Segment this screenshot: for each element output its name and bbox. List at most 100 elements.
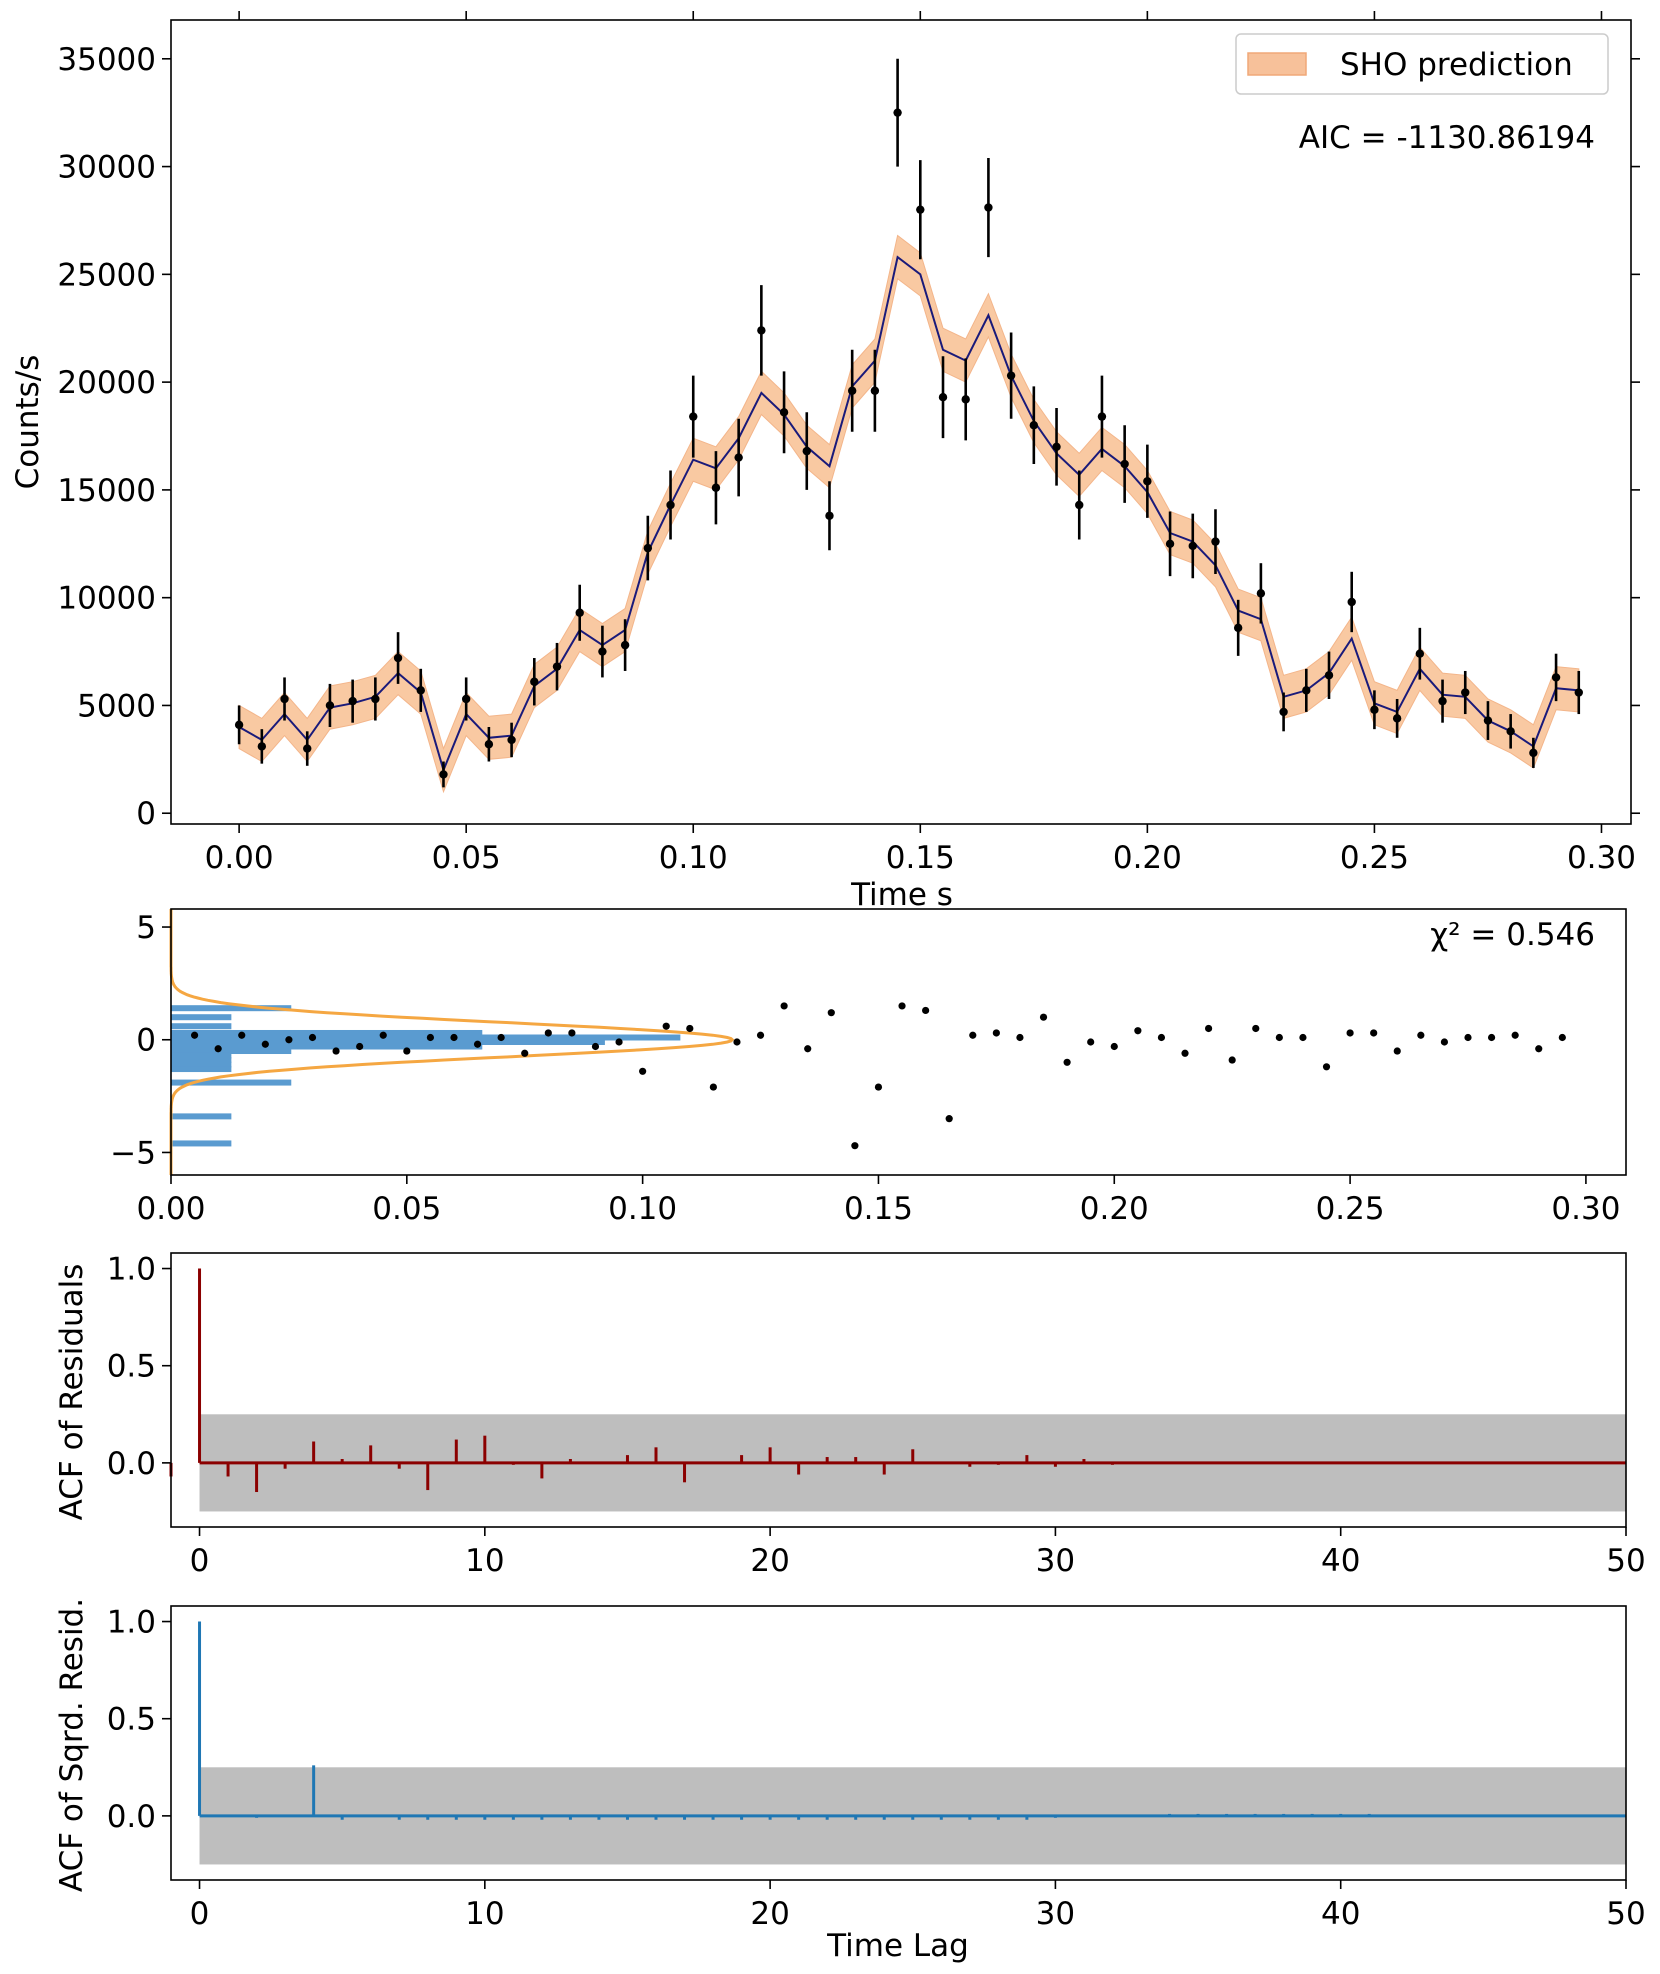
acf-squared-x-tick-label: 50 [1606,1896,1645,1932]
residual-point [379,1031,387,1039]
acf-squared-panel: 0 10 20 30 40 50 0.0 0.5 1.0 ACF of Sqrd. Resid… [54,1598,1646,1964]
acf-residuals-x-tick-label: 10 [465,1543,504,1579]
data-point [825,511,834,520]
aic-annotation: AIC = -1130.86194 [1299,120,1595,156]
light-curve-frame [170,19,1632,825]
data-point [1483,716,1493,725]
light-curve-x-tick-label: 0.10 [659,840,728,876]
data-point [1006,371,1016,380]
light-curve-y-tick-label: 10000 [57,581,156,617]
light-curve-x-tick-label: 0.25 [1340,840,1409,876]
residual-point [992,1029,1000,1037]
data-point [666,500,675,510]
data-point [303,744,312,753]
residual-point [1275,1033,1283,1042]
acf-residuals-x-tick-label: 50 [1606,1543,1645,1579]
data-point [1029,421,1039,430]
residual-point [662,1022,670,1030]
data-point [484,740,494,749]
histogram-bar [171,1043,483,1050]
residual-point [1157,1033,1166,1042]
acf-squared-frame [170,1605,1627,1881]
legend-label: SHO prediction [1340,47,1573,83]
residual-point [1110,1042,1118,1051]
residual-point [874,1083,883,1091]
residual-point [1558,1033,1566,1042]
acf-residuals-y-tick-label: 0.5 [107,1349,156,1385]
residual-point [1087,1038,1095,1046]
acf-squared-x-label: Time Lag [826,1928,969,1964]
residual-point [1346,1029,1354,1037]
light-curve-x-tick-label: 0.00 [205,840,274,876]
acf-squared-y-tick-label: 0.5 [107,1702,156,1738]
data-point [1506,727,1515,736]
residual-point [1039,1013,1048,1021]
residuals-y-tick-label: 0 [136,1023,156,1059]
data-point [416,686,425,695]
residual-point [1252,1024,1260,1033]
data-point [1165,539,1175,548]
legend-box [1235,33,1609,95]
histogram-bar [171,1079,292,1086]
residual-point [922,1006,930,1015]
data-point [1075,500,1084,510]
data-point [802,446,811,456]
residual-point [686,1024,694,1033]
acf-residuals-x-tick-label: 0 [190,1543,210,1579]
data-point [371,694,380,704]
residual-point [1134,1027,1142,1035]
residual-point [733,1038,741,1046]
acf-squared-y-label: ACF of Sqrd. Resid. [54,1598,90,1892]
sho-model-curve [238,255,1579,774]
residual-point [497,1033,505,1042]
residuals-x-tick-label: 0.00 [136,1191,205,1227]
acf-residuals-y-tick-label: 1.0 [107,1252,156,1288]
residuals-panel: 0.00 0.05 0.10 0.15 0.20 0.25 0.30 −5 0 5 χ² = 0… [110,908,1627,1227]
residual-point [1016,1033,1024,1042]
data-point [1188,541,1197,551]
light-curve-x-tick-label: 0.30 [1567,840,1636,876]
residual-point [521,1049,529,1057]
light-curve-panel: 0.00 0.05 0.10 0.15 0.20 0.25 0.30 0 5000 10000 1… [10,11,1640,913]
histogram-bar [171,1029,483,1036]
data-point [348,696,357,706]
acf-residuals-y-tick-label: 0.0 [107,1446,156,1482]
residual-point [1511,1031,1519,1039]
residual-point [214,1045,222,1053]
residual-point [261,1040,269,1048]
acf-squared-y-ticks: 0.0 0.5 1.0 [107,1605,171,1835]
residual-point [804,1045,812,1053]
residuals-y-tick-label: 5 [136,910,156,946]
data-point [779,408,789,417]
residual-point [450,1033,458,1042]
residual-point [898,1002,906,1010]
histogram-bar [171,1113,232,1120]
observed-errorbars [237,58,1581,788]
legend-swatch [1247,52,1307,76]
acf-squared-x-tick-label: 0 [190,1896,210,1932]
histogram-bar [171,1061,232,1068]
acf-squared-x-ticks: 0 10 20 30 40 50 [190,1880,1646,1932]
data-point [461,694,471,704]
data-point [1097,412,1107,421]
light-curve-y-tick-label: 15000 [57,473,156,509]
residual-point [756,1031,765,1039]
data-point [1392,714,1402,723]
data-point [1052,442,1061,451]
data-point [1211,537,1220,546]
histogram-bar [171,1140,232,1147]
residual-point [827,1009,835,1017]
residual-point [969,1031,977,1039]
residual-points [190,1002,1566,1150]
data-point [598,647,607,656]
data-point [1415,649,1425,658]
data-point [1461,688,1470,697]
residual-point [1393,1047,1401,1055]
histogram-bar [171,1052,232,1059]
residual-point [238,1031,246,1039]
histogram-bar [171,1039,605,1045]
data-point [507,735,516,745]
data-point [439,770,448,779]
acf-residuals-x-tick-label: 30 [1036,1543,1075,1579]
light-curve-y-tick-label: 20000 [57,365,156,401]
